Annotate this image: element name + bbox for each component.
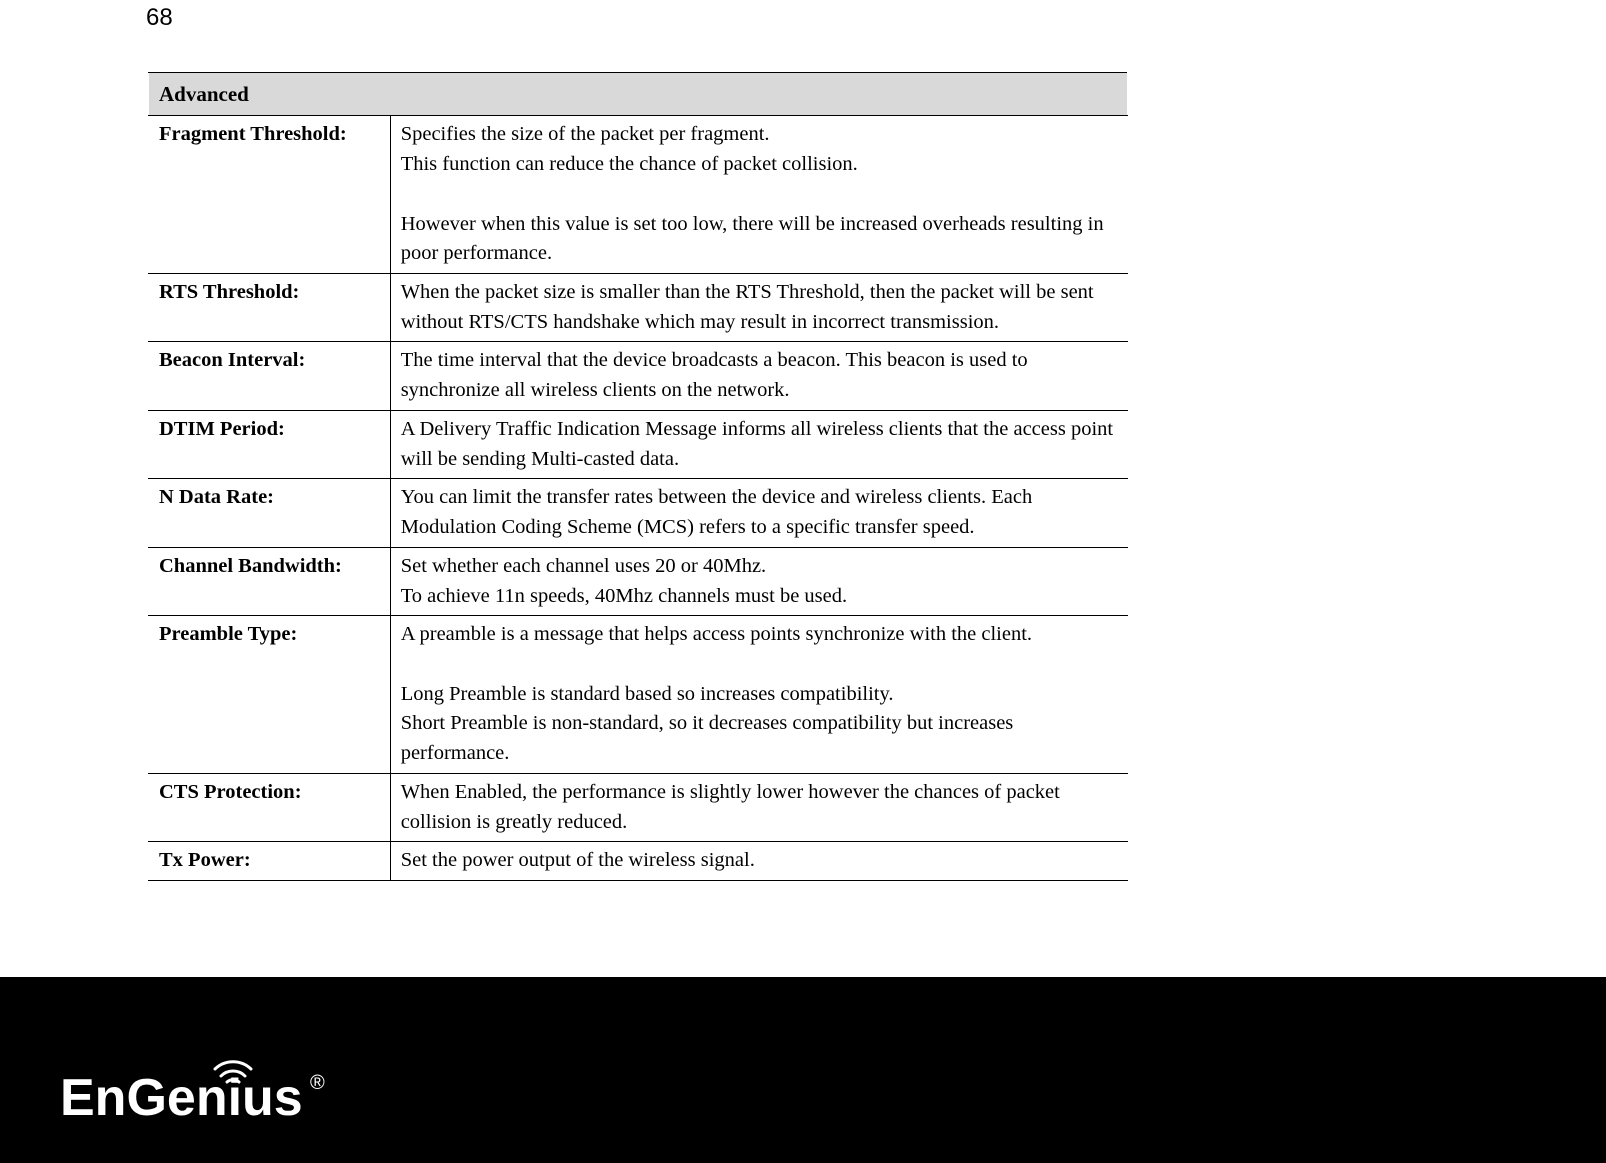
engenius-logo: EnGenius ® xyxy=(60,1047,360,1127)
table-row: CTS Protection: When Enabled, the perfor… xyxy=(149,773,1128,841)
row-desc: You can limit the transfer rates between… xyxy=(390,479,1127,547)
row-desc: The time interval that the device broadc… xyxy=(390,342,1127,410)
row-label: N Data Rate: xyxy=(149,479,391,547)
row-label: CTS Protection: xyxy=(149,773,391,841)
table-row: Channel Bandwidth: Set whether each chan… xyxy=(149,547,1128,615)
row-desc: Set whether each channel uses 20 or 40Mh… xyxy=(390,547,1127,615)
engenius-logo-svg: EnGenius ® xyxy=(60,1047,360,1127)
logo-text: EnGenius xyxy=(60,1069,303,1127)
table-row: N Data Rate: You can limit the transfer … xyxy=(149,479,1128,547)
row-label: RTS Threshold: xyxy=(149,274,391,342)
table-row: Beacon Interval: The time interval that … xyxy=(149,342,1128,410)
footer-bar: EnGenius ® xyxy=(0,977,1606,1163)
row-desc: Set the power output of the wireless sig… xyxy=(390,842,1127,881)
table-header-row: Advanced xyxy=(149,73,1128,116)
logo-registered: ® xyxy=(310,1072,325,1094)
row-label: Channel Bandwidth: xyxy=(149,547,391,615)
table-row: Fragment Threshold: Specifies the size o… xyxy=(149,116,1128,274)
row-desc: When the packet size is smaller than the… xyxy=(390,274,1127,342)
table-row: DTIM Period: A Delivery Traffic Indicati… xyxy=(149,410,1128,478)
page: 68 Advanced Fragment Threshold: Specifie… xyxy=(0,0,1606,1163)
row-desc: When Enabled, the performance is slightl… xyxy=(390,773,1127,841)
table-row: RTS Threshold: When the packet size is s… xyxy=(149,274,1128,342)
row-label: Beacon Interval: xyxy=(149,342,391,410)
table-header: Advanced xyxy=(149,73,1128,116)
row-label: Preamble Type: xyxy=(149,616,391,774)
row-label: Tx Power: xyxy=(149,842,391,881)
row-desc: Specifies the size of the packet per fra… xyxy=(390,116,1127,274)
advanced-table: Advanced Fragment Threshold: Specifies t… xyxy=(148,72,1128,881)
table-row: Preamble Type: A preamble is a message t… xyxy=(149,616,1128,774)
row-desc: A Delivery Traffic Indication Message in… xyxy=(390,410,1127,478)
row-desc: A preamble is a message that helps acces… xyxy=(390,616,1127,774)
page-number: 68 xyxy=(146,4,173,32)
table-row: Tx Power: Set the power output of the wi… xyxy=(149,842,1128,881)
row-label: Fragment Threshold: xyxy=(149,116,391,274)
row-label: DTIM Period: xyxy=(149,410,391,478)
